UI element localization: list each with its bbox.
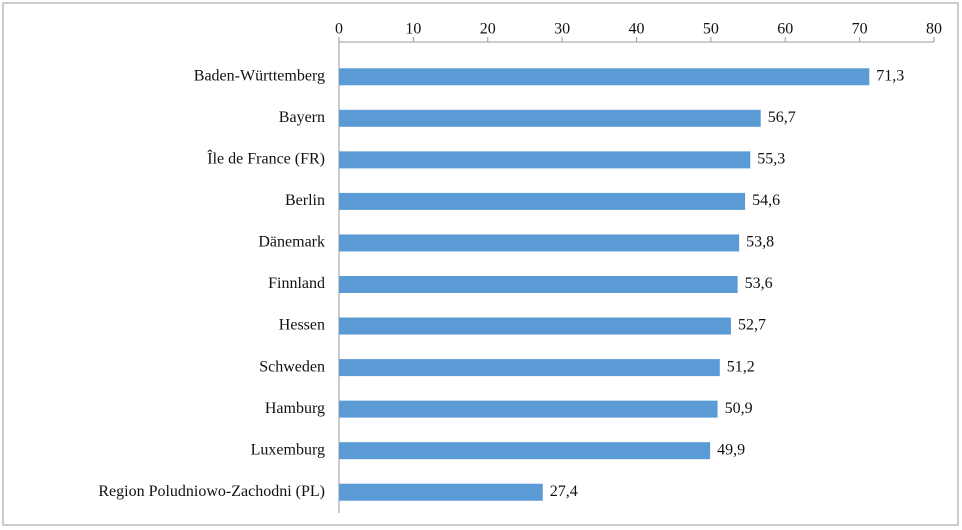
x-tick-label: 80: [926, 21, 942, 38]
y-tick-label: Hamburg: [265, 400, 325, 417]
y-tick-label: Luxemburg: [251, 441, 325, 458]
bar: [339, 192, 746, 210]
x-tick-label: 70: [852, 21, 868, 38]
y-tick-label: Bayern: [279, 109, 325, 126]
bar: [339, 68, 870, 86]
x-tick-label: 60: [777, 21, 793, 38]
bar: [339, 359, 720, 377]
y-tick-label: Dänemark: [258, 234, 325, 251]
data-label: 53,8: [746, 234, 774, 251]
bar: [339, 483, 543, 501]
data-label: 51,2: [727, 358, 755, 375]
bar: [339, 234, 740, 252]
x-tick-label: 10: [405, 21, 421, 38]
data-label: 52,7: [738, 317, 766, 334]
x-tick-label: 20: [480, 21, 496, 38]
bar: [339, 442, 711, 460]
data-label: 71,3: [876, 67, 904, 84]
x-tick-label: 30: [554, 21, 570, 38]
y-tick-label: Region Poludniowo-Zachodni (PL): [98, 483, 325, 500]
bar: [339, 151, 751, 169]
data-label: 49,9: [717, 441, 745, 458]
y-tick-label: Schweden: [259, 358, 325, 375]
x-tick-label: 50: [703, 21, 719, 38]
x-tick-label: 0: [335, 21, 343, 38]
y-tick-label: Baden-Württemberg: [194, 67, 325, 84]
y-tick-label: Finnland: [268, 275, 325, 292]
data-label: 56,7: [768, 109, 796, 126]
bar: [339, 400, 718, 418]
y-tick-label: Berlin: [285, 192, 325, 209]
data-label: 53,6: [745, 275, 773, 292]
bar: [339, 109, 761, 127]
x-tick-label: 40: [629, 21, 645, 38]
bar: [339, 276, 738, 293]
y-tick-label: Hessen: [279, 317, 325, 334]
bar: [339, 317, 731, 335]
data-label: 50,9: [725, 400, 753, 417]
data-label: 55,3: [757, 151, 785, 168]
y-tick-label: Île de France (FR): [207, 149, 325, 168]
data-label: 54,6: [752, 192, 780, 209]
data-label: 27,4: [550, 483, 578, 500]
